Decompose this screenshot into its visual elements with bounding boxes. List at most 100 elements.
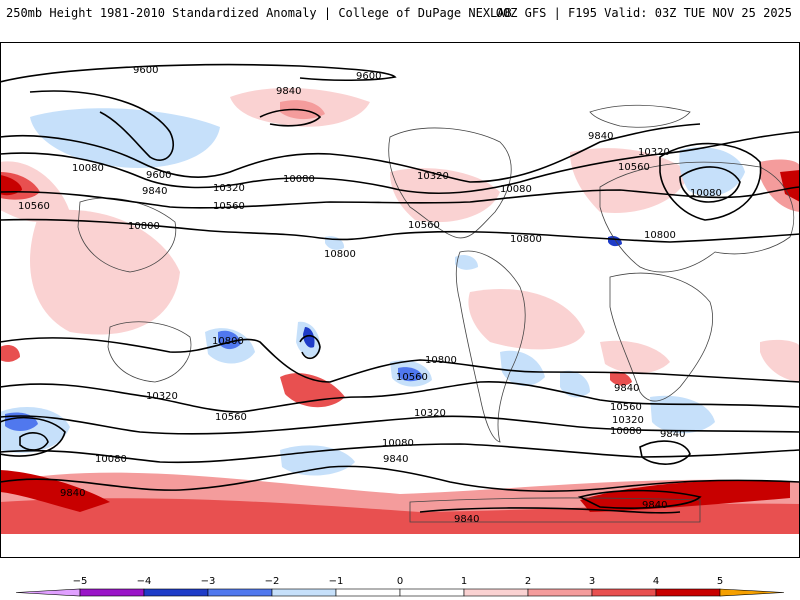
contour-label: 10320 xyxy=(213,183,245,194)
colorbar-tick-label: 2 xyxy=(525,576,531,587)
contour-line xyxy=(419,507,681,514)
contour-line xyxy=(0,443,800,464)
coastline xyxy=(107,321,192,383)
model-valid-time: 00Z GFS | F195 Valid: 03Z TUE NOV 25 202… xyxy=(495,6,792,20)
contour-label: 10080 xyxy=(382,438,414,449)
contour-line xyxy=(577,489,702,509)
contour-label: 10320 xyxy=(638,147,670,158)
contour-line xyxy=(299,334,321,360)
anomaly-region xyxy=(500,350,545,387)
contour-label: 10800 xyxy=(644,230,676,241)
coastline xyxy=(609,272,714,402)
colorbar-band xyxy=(207,588,273,597)
contour-label: 10560 xyxy=(18,201,50,212)
colorbar-tick-label: 5 xyxy=(717,576,723,587)
contour-label: 9840 xyxy=(614,383,639,394)
anomaly-region xyxy=(398,367,423,382)
contour-label: 9600 xyxy=(133,65,158,76)
contour-label: 9840 xyxy=(642,500,667,511)
colorbar-tick-label: 1 xyxy=(461,576,467,587)
contour-line xyxy=(679,166,741,203)
contour-label: 10320 xyxy=(414,408,446,419)
height-contours xyxy=(0,63,800,514)
colorbar-band xyxy=(79,588,145,597)
contour-line xyxy=(0,63,397,83)
contour-label: 10800 xyxy=(510,234,542,245)
contour-label: 9840 xyxy=(142,186,167,197)
colorbar-band xyxy=(655,588,721,597)
colorbar-band xyxy=(271,588,337,597)
contour-label: 10080 xyxy=(95,454,127,465)
coastline xyxy=(409,497,701,523)
contour-line xyxy=(259,108,322,127)
contour-line xyxy=(0,380,800,413)
contour-line xyxy=(29,90,175,161)
anomaly-region xyxy=(610,371,632,386)
contour-label: 10560 xyxy=(215,412,247,423)
contour-label: 10080 xyxy=(690,188,722,199)
contour-line xyxy=(0,465,800,492)
contour-line xyxy=(0,416,66,457)
contour-label: 10080 xyxy=(610,426,642,437)
anomaly-region xyxy=(455,255,478,270)
contour-label: 10560 xyxy=(610,402,642,413)
anomaly-region xyxy=(303,327,315,348)
contour-label: 10560 xyxy=(396,372,428,383)
anomaly-region xyxy=(760,339,800,382)
contour-label: 10800 xyxy=(128,221,160,232)
contour-line xyxy=(19,432,49,451)
anomaly-region xyxy=(0,175,22,196)
colorbar-band xyxy=(463,588,529,597)
anomaly-map: 9600 9600 9840 9840 10080 9600 9840 1032… xyxy=(0,42,800,558)
anomaly-region xyxy=(218,330,241,350)
anomaly-region xyxy=(30,209,180,335)
anomaly-region xyxy=(600,340,670,374)
contour-label: 9840 xyxy=(588,131,613,142)
contour-label: 9600 xyxy=(356,71,381,82)
colorbar-band xyxy=(399,588,465,597)
colorbar-band xyxy=(719,588,785,597)
colorbar-tick-label: −5 xyxy=(73,576,88,587)
contour-label: 9840 xyxy=(383,454,408,465)
coastlines xyxy=(77,104,794,523)
contour-label: 9840 xyxy=(454,514,479,525)
coastline xyxy=(589,104,691,128)
contour-label: 10320 xyxy=(417,171,449,182)
anomaly-region xyxy=(0,470,110,512)
contour-line xyxy=(0,123,701,183)
anomaly-region xyxy=(30,108,220,168)
anomaly-region xyxy=(468,288,585,350)
colorbar-tick-label: 0 xyxy=(397,576,403,587)
colorbar-band xyxy=(15,588,81,597)
colorbar-tick-labels: −5 −4 −3 −2 −1 0 1 2 3 4 5 xyxy=(73,576,724,587)
contour-label: 9840 xyxy=(60,488,85,499)
colorbar-bands xyxy=(15,588,785,597)
contour-label: 10560 xyxy=(213,201,245,212)
coastline xyxy=(455,250,526,443)
contour-label: 10800 xyxy=(212,336,244,347)
contour-label: 10560 xyxy=(618,162,650,173)
contour-labels: 9600 9600 9840 9840 10080 9600 9840 1032… xyxy=(18,65,722,525)
colorbar-band xyxy=(591,588,657,597)
contour-label: 10080 xyxy=(72,163,104,174)
anomaly-region xyxy=(580,480,790,512)
colorbar-band xyxy=(335,588,401,597)
contour-line xyxy=(0,415,800,435)
colorbar: −5 −4 −3 −2 −1 0 1 2 3 4 5 xyxy=(15,576,785,597)
colorbar-tick-label: −2 xyxy=(265,576,280,587)
map-title: 250mb Height 1981-2010 Standardized Anom… xyxy=(6,6,512,20)
contour-line xyxy=(0,218,800,243)
anomaly-region xyxy=(0,345,20,362)
colorbar-tick-label: 4 xyxy=(653,576,659,587)
contour-line xyxy=(0,337,800,383)
contour-label: 10080 xyxy=(283,174,315,185)
contour-label: 10320 xyxy=(612,415,644,426)
colorbar-tick-label: −4 xyxy=(137,576,152,587)
anomaly-region xyxy=(679,147,745,197)
contour-line xyxy=(659,142,762,221)
contour-label: 10080 xyxy=(500,184,532,195)
colorbar-tick-label: −1 xyxy=(329,576,344,587)
anomaly-region xyxy=(780,170,800,202)
contour-label: 10560 xyxy=(408,220,440,231)
contour-label: 9840 xyxy=(276,86,301,97)
